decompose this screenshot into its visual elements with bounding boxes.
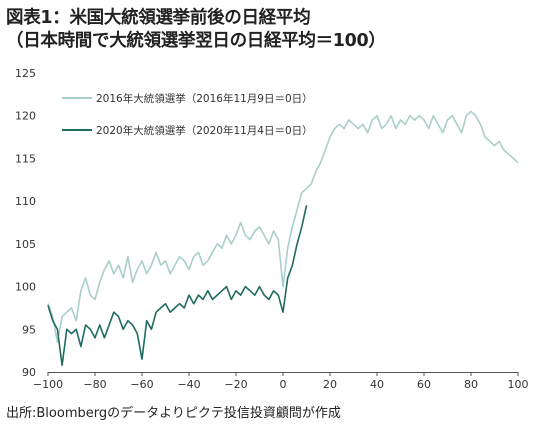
x-tick-label: 40 <box>370 378 384 391</box>
x-tick-label: −80 <box>83 378 106 391</box>
y-tick-label: 105 <box>15 238 36 251</box>
x-tick-label: −20 <box>224 378 247 391</box>
y-tick-label: 125 <box>15 67 36 80</box>
chart-title-line2: （日本時間で大統領選挙翌日の日経平均＝100） <box>6 31 386 51</box>
x-tick-label: 0 <box>280 378 287 391</box>
y-tick-label: 100 <box>15 281 36 294</box>
legend-label: 2020年大統領選挙（2020年11月4日＝0日） <box>96 124 313 137</box>
legend-label: 2016年大統領選挙（2016年11月9日＝0日） <box>96 92 313 105</box>
series-line-2020 <box>47 205 308 367</box>
x-tick-label: −100 <box>33 378 63 391</box>
series-line-2016 <box>47 110 519 343</box>
x-tick-label: 100 <box>508 378 529 391</box>
y-tick-label: 95 <box>22 323 36 336</box>
x-tick-label: −40 <box>177 378 200 391</box>
x-tick-label: −60 <box>130 378 153 391</box>
y-tick-label: 110 <box>15 195 36 208</box>
y-tick-label: 120 <box>15 110 36 123</box>
y-tick-label: 90 <box>22 366 36 379</box>
chart-title-line1: 図表1：米国大統領選挙前後の日経平均 <box>6 8 311 28</box>
y-tick-label: 115 <box>15 152 36 165</box>
source-note: 出所:Bloombergのデータよりピクテ投信投資顧問が作成 <box>6 406 341 421</box>
x-tick-label: 60 <box>417 378 431 391</box>
x-tick-label: 20 <box>323 378 337 391</box>
x-tick-label: 80 <box>464 378 478 391</box>
